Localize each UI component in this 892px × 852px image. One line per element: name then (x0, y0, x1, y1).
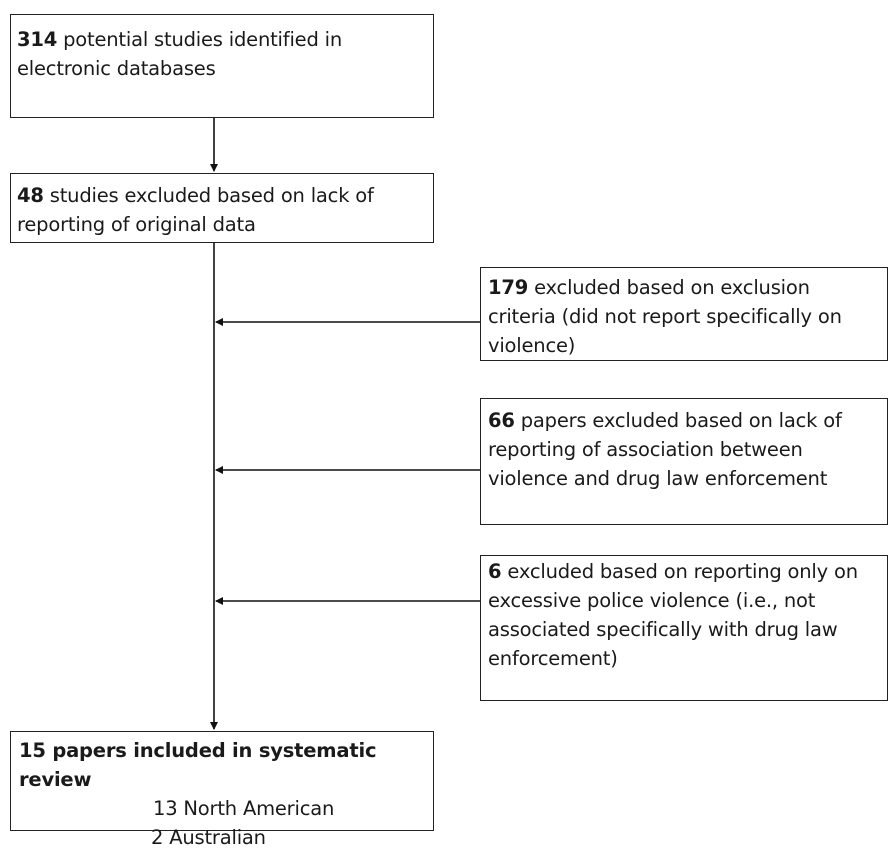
excluded-police-count: 6 (488, 560, 502, 583)
excluded-police-box: 6 excluded based on reporting only on ex… (480, 555, 888, 701)
identified-text: potential studies identified in electron… (17, 28, 343, 80)
included-australian: 2 Australian (151, 826, 266, 849)
excluded-association-box: 66 papers excluded based on lack of repo… (480, 398, 888, 525)
excluded-association-text: papers excluded based on lack of reporti… (488, 409, 842, 490)
excluded-criteria-box: 179 excluded based on exclusion criteria… (480, 267, 888, 361)
excluded-police-text: excluded based on reporting only on exce… (488, 560, 858, 670)
excluded-original-count: 48 (17, 184, 44, 207)
excluded-original-box: 48 studies excluded based on lack of rep… (10, 173, 434, 243)
excluded-criteria-text: excluded based on exclusion criteria (di… (488, 276, 842, 357)
identified-box: 314 potential studies identified in elec… (10, 14, 434, 118)
included-north-american: 13 North American (153, 797, 335, 820)
excluded-original-text: studies excluded based on lack of report… (17, 184, 374, 236)
included-title: 15 papers included in systematic review (19, 739, 377, 791)
excluded-association-count: 66 (488, 409, 515, 432)
identified-count: 314 (17, 28, 58, 51)
excluded-criteria-count: 179 (488, 276, 529, 299)
included-box: 15 papers included in systematic review … (10, 731, 434, 849)
